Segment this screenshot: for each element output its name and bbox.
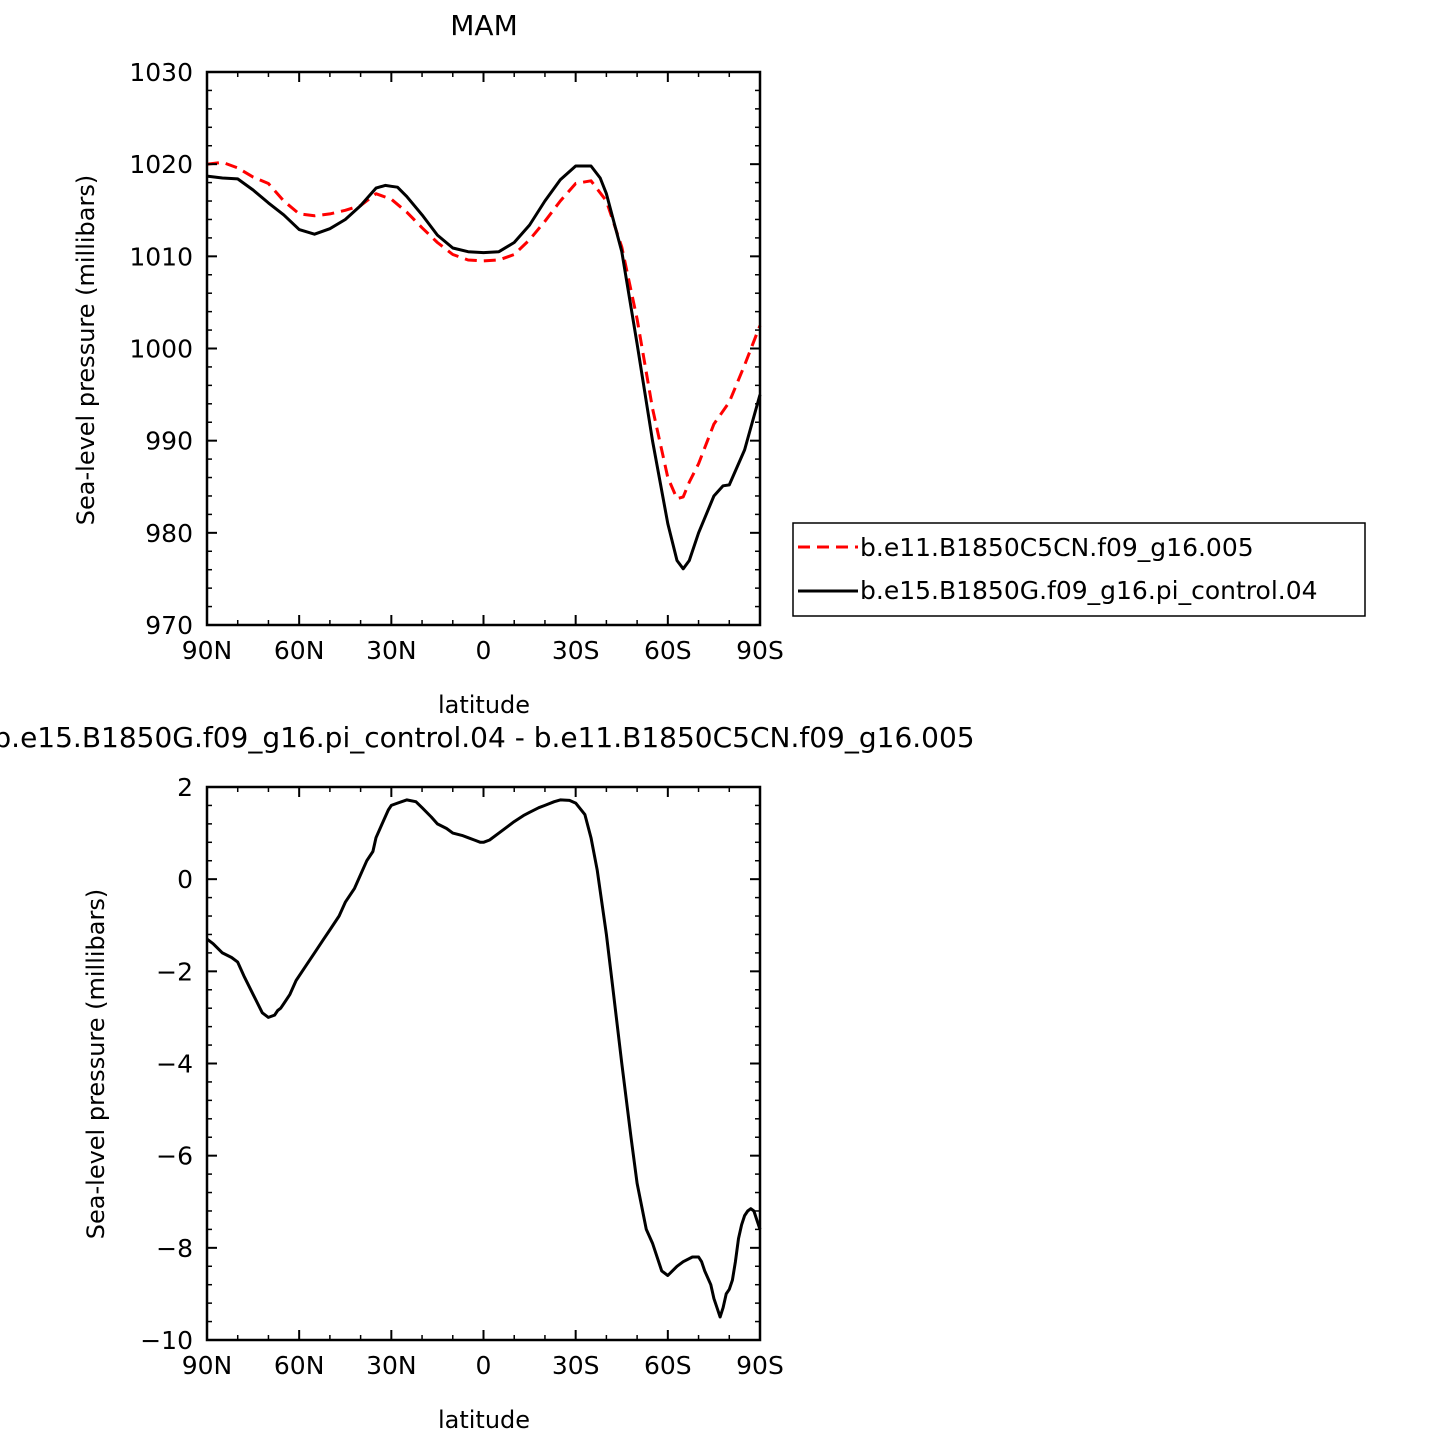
bottom-x-tick-label: 90N: [182, 1351, 233, 1380]
bottom-x-tick-label: 90S: [736, 1351, 784, 1380]
top-y-tick-label: 970: [145, 611, 193, 640]
legend-label-series-1: b.e11.B1850C5CN.f09_g16.005: [860, 533, 1254, 562]
bottom-x-tick-label: 30S: [552, 1351, 600, 1380]
bottom-chart-title: b.e15.B1850G.f09_g16.pi_control.04 - b.e…: [0, 721, 975, 754]
bottom-y-tick-label: −4: [156, 1050, 193, 1079]
top-series-line-1: [206, 160, 762, 501]
bottom-chart-x-axis-label: latitude: [438, 1406, 530, 1434]
top-y-tick-label: 1000: [129, 335, 193, 364]
top-chart-frame: [205, 70, 762, 627]
legend-box: [792, 522, 1366, 617]
legend-label-series-2: b.e15.B1850G.f09_g16.pi_control.04: [860, 576, 1318, 605]
top-y-tick-label: 1030: [129, 58, 193, 87]
top-x-tick-label: 90S: [736, 636, 784, 665]
bottom-chart-y-axis-label: Sea-level pressure (millibars): [82, 889, 110, 1239]
top-x-tick-label: 60S: [644, 636, 692, 665]
top-chart-x-axis-label: latitude: [438, 691, 530, 719]
bottom-chart-series: [206, 798, 762, 1319]
top-x-tick-label: 90N: [182, 636, 233, 665]
bottom-y-tick-label: −10: [140, 1326, 193, 1355]
top-x-tick-label: 30N: [366, 636, 417, 665]
top-y-tick-label: 1020: [129, 150, 193, 179]
top-chart-panel: MAM 90N 60N 30N 0 30S 60S 90S 970 980 990 1000 1010…: [72, 9, 1366, 719]
bottom-y-tick-label: 2: [177, 773, 193, 802]
bottom-chart-frame: [205, 785, 762, 1342]
top-y-tick-label: 980: [145, 519, 193, 548]
bottom-y-tick-label: −8: [156, 1234, 193, 1263]
bottom-chart-panel: b.e15.B1850G.f09_g16.pi_control.04 - b.e…: [0, 721, 975, 1434]
bottom-x-tick-label: 0: [476, 1351, 492, 1380]
top-chart-series: [206, 160, 762, 571]
bottom-x-tick-label: 60S: [644, 1351, 692, 1380]
top-y-tick-label: 990: [145, 427, 193, 456]
bottom-x-tick-label: 30N: [366, 1351, 417, 1380]
bottom-x-tick-label: 60N: [274, 1351, 325, 1380]
top-x-tick-label: 30S: [552, 636, 600, 665]
top-chart-title: MAM: [450, 9, 517, 42]
bottom-series-line-1: [206, 798, 762, 1319]
top-chart-ticks: 90N 60N 30N 0 30S 60S 90S 970 980 990 1000 1010 1020…: [129, 58, 783, 665]
bottom-y-tick-label: −6: [156, 1142, 193, 1171]
top-x-tick-label: 0: [476, 636, 492, 665]
legend: b.e11.B1850C5CN.f09_g16.005 b.e15.B1850G…: [792, 522, 1366, 617]
bottom-y-tick-label: −2: [156, 957, 193, 986]
bottom-chart-ticks: 90N 60N 30N 0 30S 60S 90S −10 −8 −6 −4 −2 0 2: [140, 773, 784, 1380]
top-series-line-2: [206, 164, 762, 571]
bottom-y-tick-label: 0: [177, 865, 193, 894]
top-y-tick-label: 1010: [129, 242, 193, 271]
top-chart-y-axis-label: Sea-level pressure (millibars): [72, 175, 100, 525]
top-x-tick-label: 60N: [274, 636, 325, 665]
